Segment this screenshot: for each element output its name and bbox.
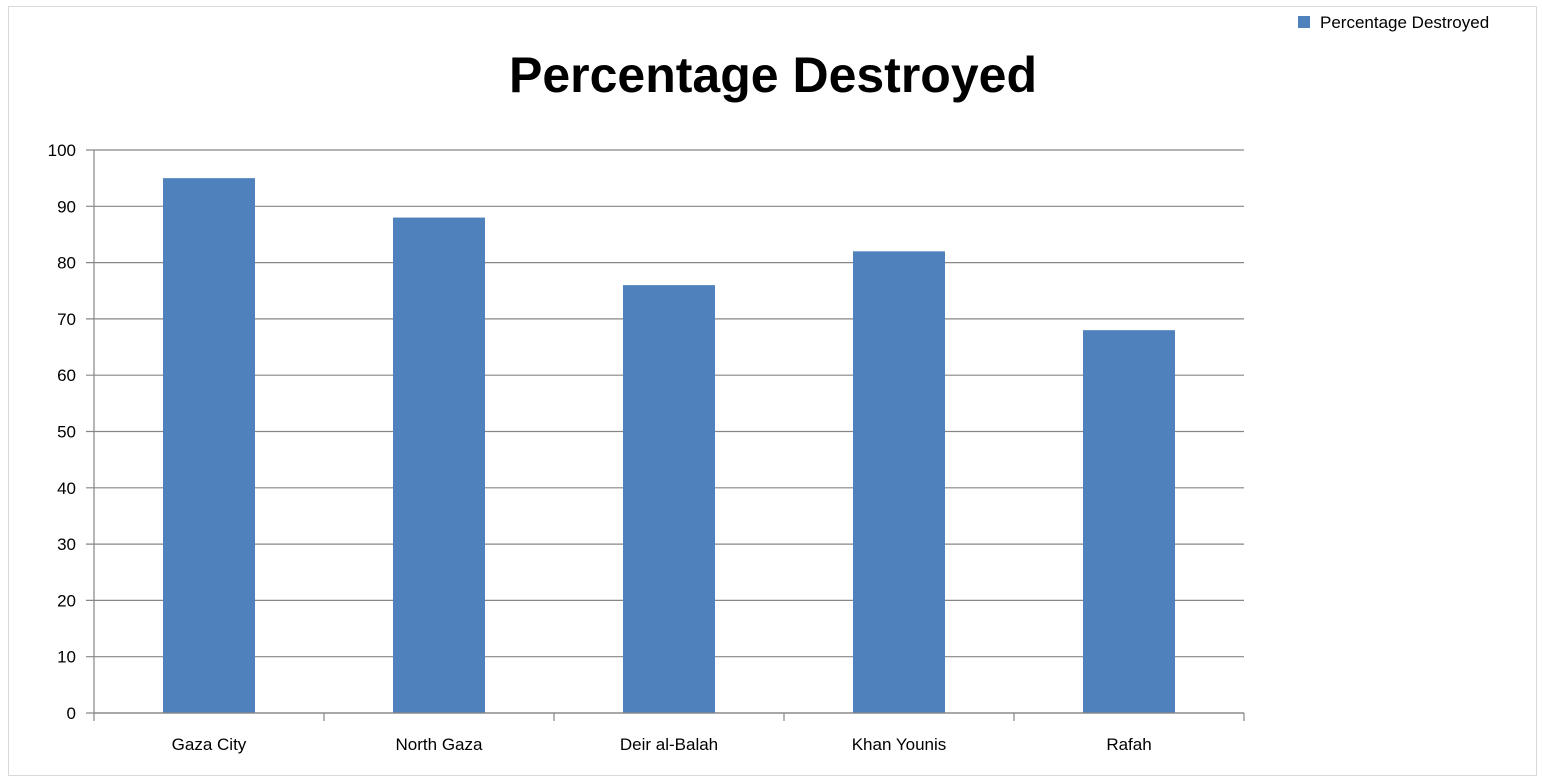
- x-tick-label: Khan Younis: [852, 735, 947, 754]
- y-tick-label: 70: [57, 310, 76, 329]
- bar: [853, 251, 945, 713]
- legend-swatch: [1298, 16, 1310, 28]
- y-tick-label: 100: [48, 141, 76, 160]
- y-tick-label: 80: [57, 254, 76, 273]
- x-tick-label: Gaza City: [172, 735, 247, 754]
- y-tick-label: 60: [57, 366, 76, 385]
- y-tick-label: 90: [57, 197, 76, 216]
- chart-title: Percentage Destroyed: [509, 47, 1037, 103]
- legend: Percentage Destroyed: [1298, 13, 1489, 32]
- y-tick-label: 30: [57, 535, 76, 554]
- y-tick-label: 0: [67, 704, 76, 723]
- x-tick-label: Rafah: [1106, 735, 1151, 754]
- legend-label: Percentage Destroyed: [1320, 13, 1489, 32]
- y-tick-label: 10: [57, 648, 76, 667]
- y-tick-label: 20: [57, 591, 76, 610]
- bar: [1083, 330, 1175, 713]
- bar: [163, 178, 255, 713]
- axes: 0 10 20 30 40 50 60 70 80 90 100 Gaza City North Gaz…: [48, 141, 1245, 754]
- x-tick-label: North Gaza: [396, 735, 483, 754]
- x-tick-label: Deir al-Balah: [620, 735, 718, 754]
- bars: [163, 178, 1175, 713]
- y-tick-label: 50: [57, 423, 76, 442]
- bar: [393, 217, 485, 713]
- y-tick-label: 40: [57, 479, 76, 498]
- bar: [623, 285, 715, 713]
